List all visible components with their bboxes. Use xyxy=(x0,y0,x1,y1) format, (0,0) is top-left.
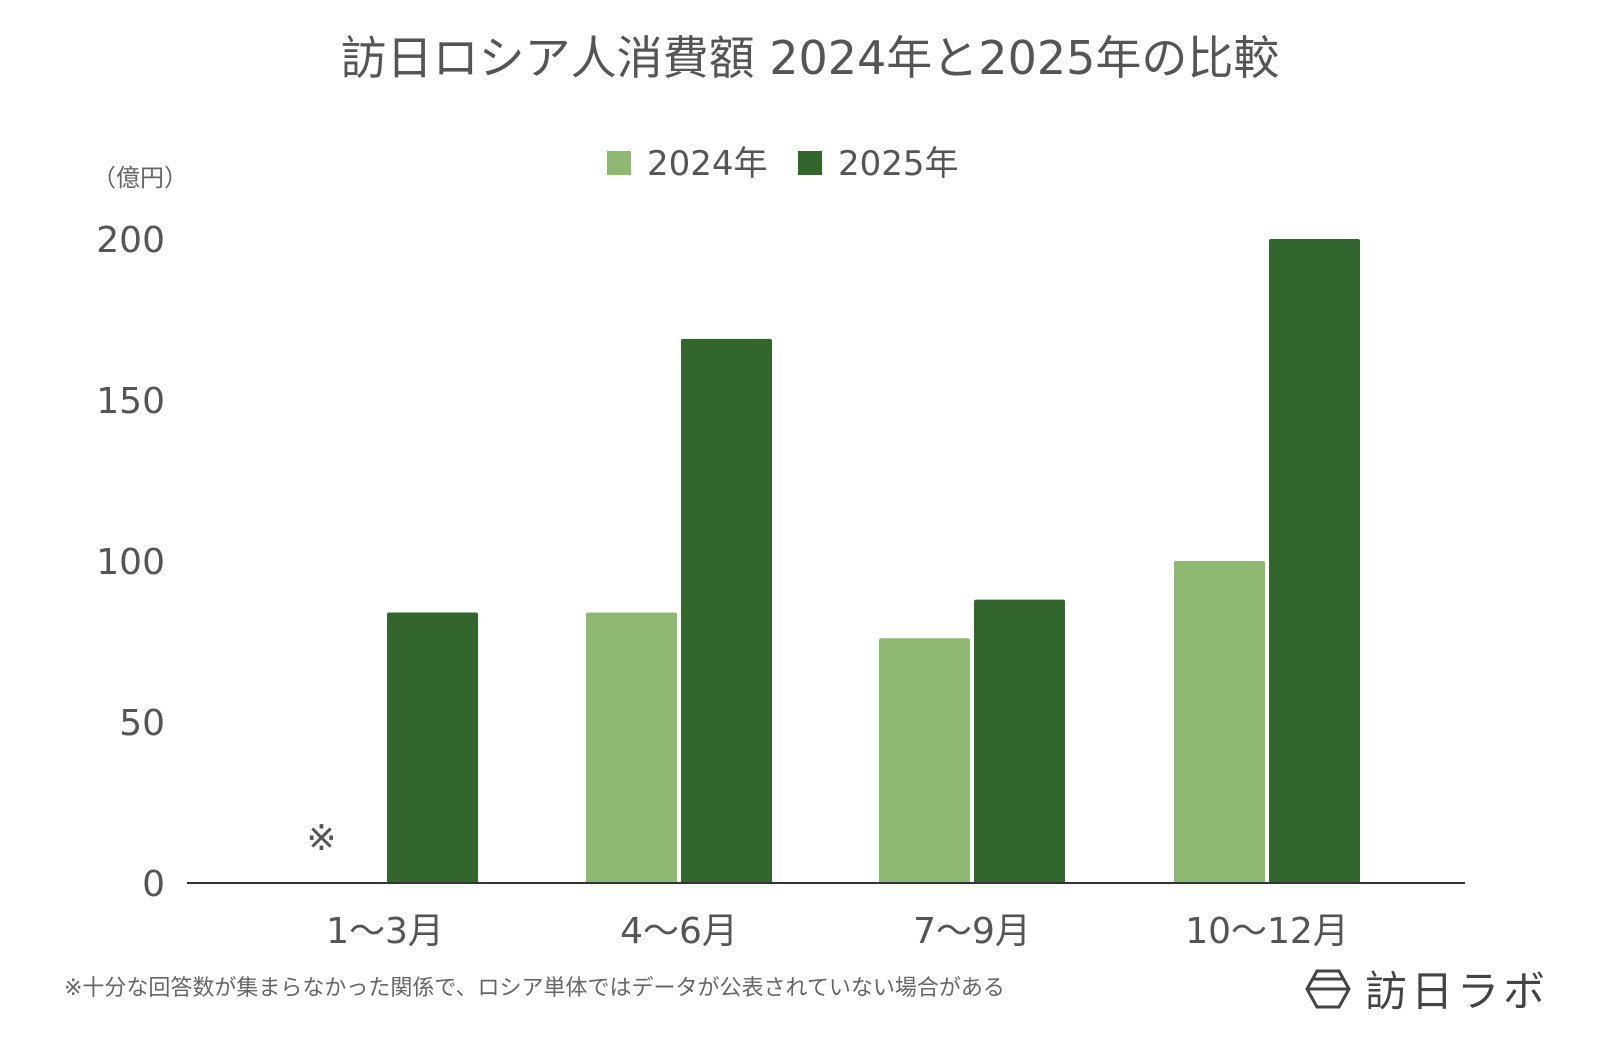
logo-hexagon-icon xyxy=(1305,969,1351,1008)
bar-2025 xyxy=(974,599,1065,883)
y-tick-label: 150 xyxy=(96,381,165,422)
bar-2024 xyxy=(1174,561,1265,883)
bar-2025 xyxy=(681,338,772,883)
legend-label: 2024年 xyxy=(647,144,768,184)
brand-logo: 訪日ラボ xyxy=(1305,958,1549,1019)
y-tick-label: 0 xyxy=(142,864,165,905)
x-tick-label: 10〜12月 xyxy=(1185,911,1349,952)
x-tick-label: 1〜3月 xyxy=(326,911,444,952)
y-axis-label: （億円） xyxy=(92,164,188,192)
legend-swatch xyxy=(607,151,631,175)
bar-2024 xyxy=(879,638,970,883)
bar-2025 xyxy=(1269,239,1360,883)
logo-text: 訪日ラボ xyxy=(1365,967,1550,1016)
x-tick-label: 4〜6月 xyxy=(620,911,738,952)
legend-label: 2025年 xyxy=(838,144,959,184)
missing-data-marker: ※ xyxy=(306,818,336,859)
y-tick-label: 200 xyxy=(96,220,165,261)
y-tick-label: 50 xyxy=(119,703,165,744)
chart-title: 訪日ロシア人消費額 2024年と2025年の比較 xyxy=(340,31,1280,85)
y-tick-label: 100 xyxy=(96,542,165,583)
x-tick-label: 7〜9月 xyxy=(913,911,1031,952)
bar-2025 xyxy=(387,612,478,883)
footnote: ※十分な回答数が集まらなかった関係で、ロシア単体ではデータが公表されていない場合… xyxy=(64,976,1005,1001)
bar-2024 xyxy=(586,612,677,883)
legend-swatch xyxy=(798,151,822,175)
